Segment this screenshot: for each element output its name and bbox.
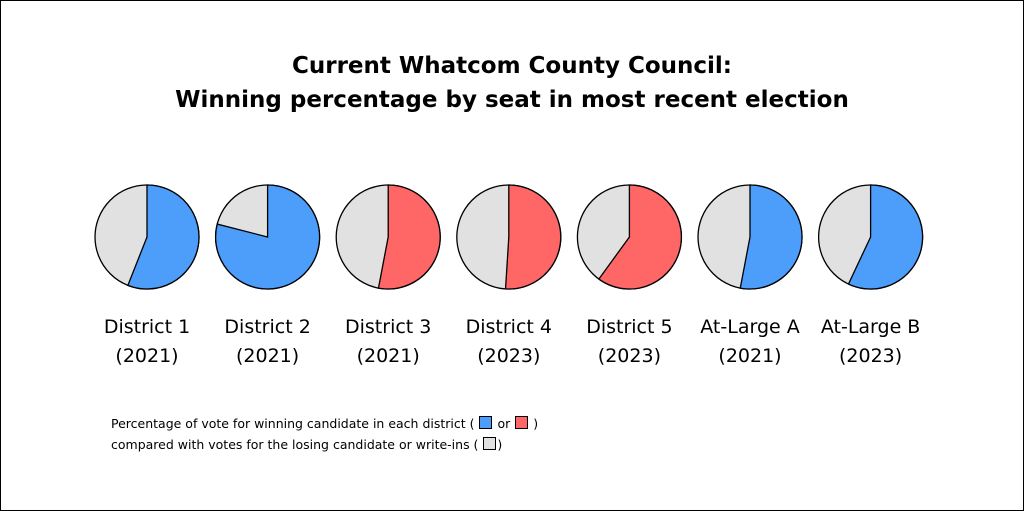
pie-winner-slice [739,184,803,290]
pie-seat-label: District 2 [224,316,311,338]
gray-swatch [483,437,497,450]
pie-district-5 [576,184,683,290]
pie-year-label: (2023) [477,345,541,367]
red-swatch [515,416,529,429]
legend-line-1: Percentage of vote for winning candidate… [111,413,538,434]
pie-label: At-Large A (2021) [690,313,810,371]
pie-seat-label: At-Large A [700,316,800,338]
title-line-2: Winning percentage by seat in most recen… [175,87,849,113]
pie-label: At-Large B (2023) [811,313,931,371]
chart-title: Current Whatcom County Council: Winning … [1,49,1023,117]
pie-winner-slice [504,184,562,290]
pie-year-label: (2021) [236,345,300,367]
pie-year-label: (2023) [597,345,661,367]
pie-seat-label: District 1 [103,316,191,338]
pie-district-1 [94,184,200,290]
pie-year-label: (2021) [356,345,420,367]
pie-district-3 [335,184,441,290]
pie-winner-slice [127,184,200,290]
pie-winner-slice [377,184,441,290]
pie-year-label: (2023) [839,345,903,367]
pie-seat-label: At-Large B [820,316,921,338]
pie-label: District 1 (2021) [87,313,207,371]
legend-text-1: Percentage of vote for winning candidate… [111,416,475,431]
legend-close-1: ) [533,416,539,431]
pie-winner-slice [214,184,321,290]
legend-close-2: ) [497,437,503,452]
pie-seat-label: District 3 [345,316,432,338]
pie-seat-label: District 4 [465,316,552,338]
pie-year-label: (2021) [718,345,782,367]
pie-label: District 4 (2023) [449,313,569,371]
pie-winner-slice [597,184,683,290]
title-line-1: Current Whatcom County Council: [291,53,733,79]
legend-note: Percentage of vote for winning candidate… [111,413,538,455]
pie-label: District 2 (2021) [208,313,328,371]
pie-label: District 3 (2021) [328,313,448,371]
pie-winner-slice [847,184,924,290]
pie-label: District 5 (2023) [569,313,689,371]
pie-year-label: (2021) [115,345,179,367]
legend-text-2: compared with votes for the losing candi… [111,437,479,452]
legend-or: or [497,416,511,431]
legend-line-2: compared with votes for the losing candi… [111,434,538,455]
pie-at-large-a [697,184,803,290]
pie-district-4 [456,184,562,290]
pie-seat-label: District 5 [586,316,673,338]
pie-at-large-b [817,184,924,290]
pie-district-2 [214,184,321,290]
blue-swatch [479,416,493,429]
